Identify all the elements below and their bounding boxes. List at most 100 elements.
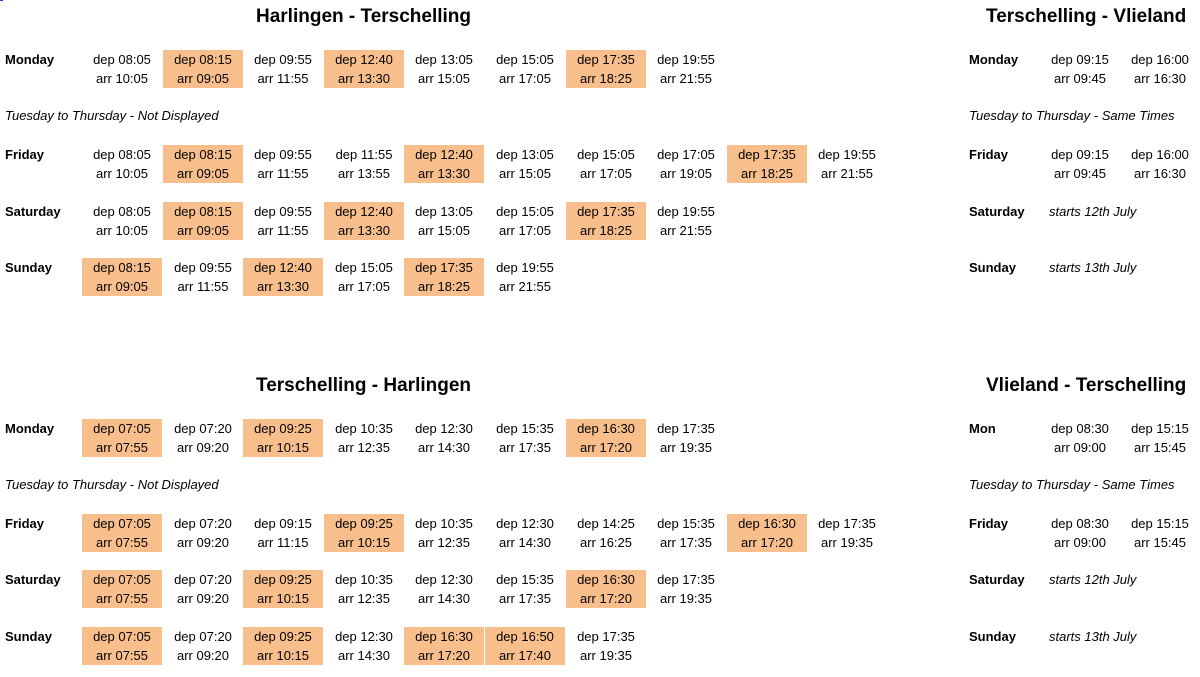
schedule-note: Tuesday to Thursday - Not Displayed bbox=[5, 108, 219, 123]
sailing-cell-highlighted: dep 12:40 arr 13:30 bbox=[243, 258, 323, 296]
day-label: Sunday bbox=[969, 629, 1016, 644]
departure-time: dep 09:25 bbox=[335, 516, 393, 531]
schedule-note: Tuesday to Thursday - Same Times bbox=[969, 108, 1175, 123]
day-label: Sunday bbox=[5, 629, 52, 644]
departure-time: dep 17:35 bbox=[738, 147, 796, 162]
departure-time: dep 09:25 bbox=[254, 421, 312, 436]
arrival-time: arr 18:25 bbox=[579, 223, 633, 238]
sailing-cell-highlighted: dep 08:15 arr 09:05 bbox=[163, 202, 243, 240]
departure-time: dep 07:05 bbox=[93, 572, 151, 587]
departure-time: dep 10:35 bbox=[415, 516, 473, 531]
sailing-cell: dep 13:05 arr 15:05 bbox=[404, 50, 484, 88]
day-label: Friday bbox=[5, 147, 45, 162]
arrival-time: arr 12:35 bbox=[337, 591, 391, 606]
day-label: Monday bbox=[5, 52, 55, 67]
sailing-cell: dep 08:05 arr 10:05 bbox=[82, 202, 162, 240]
departure-time: dep 16:00 bbox=[1131, 147, 1189, 162]
arrival-time: arr 17:20 bbox=[417, 648, 471, 663]
sailing-cell-highlighted: dep 08:15 arr 09:05 bbox=[163, 145, 243, 183]
arrival-time: arr 10:15 bbox=[256, 648, 310, 663]
departure-time: dep 17:35 bbox=[577, 52, 635, 67]
arrival-time: arr 11:55 bbox=[257, 71, 309, 86]
sailing-cell-highlighted: dep 12:40 arr 13:30 bbox=[324, 50, 404, 88]
day-label: Friday bbox=[969, 516, 1009, 531]
arrival-time: arr 13:30 bbox=[337, 71, 391, 86]
arrival-time: arr 17:20 bbox=[740, 535, 794, 550]
departure-time: dep 09:15 bbox=[1051, 52, 1109, 67]
departure-time: dep 09:15 bbox=[1051, 147, 1109, 162]
arrival-time: arr 16:30 bbox=[1133, 71, 1187, 86]
sailing-cell: dep 12:30 arr 14:30 bbox=[485, 514, 565, 552]
sailing-cell-highlighted: dep 16:30 arr 17:20 bbox=[404, 627, 484, 665]
arrival-time: arr 11:15 bbox=[257, 535, 309, 550]
sailing-cell: dep 15:35 arr 17:35 bbox=[646, 514, 726, 552]
arrival-time: arr 13:55 bbox=[337, 166, 391, 181]
arrival-time: arr 10:15 bbox=[337, 535, 391, 550]
departure-time: dep 17:35 bbox=[818, 516, 876, 531]
arrival-time: arr 14:30 bbox=[417, 440, 471, 455]
departure-time: dep 15:05 bbox=[577, 147, 635, 162]
departure-time: dep 09:25 bbox=[254, 572, 312, 587]
departure-time: dep 16:00 bbox=[1131, 52, 1189, 67]
departure-time: dep 19:55 bbox=[496, 260, 554, 275]
sailing-cell: dep 15:15 arr 15:45 bbox=[1120, 514, 1200, 552]
sailing-cell: dep 13:05 arr 15:05 bbox=[404, 202, 484, 240]
arrival-time: arr 17:05 bbox=[337, 279, 391, 294]
arrival-time: arr 17:40 bbox=[498, 648, 552, 663]
arrival-time: arr 09:05 bbox=[176, 223, 230, 238]
departure-time: dep 17:35 bbox=[577, 204, 635, 219]
arrival-time: arr 07:55 bbox=[95, 591, 149, 606]
sailing-cell-highlighted: dep 07:05 arr 07:55 bbox=[82, 570, 162, 608]
departure-time: dep 12:40 bbox=[335, 52, 393, 67]
departure-time: dep 08:15 bbox=[174, 52, 232, 67]
day-label: Friday bbox=[969, 147, 1009, 162]
departure-time: dep 15:15 bbox=[1131, 516, 1189, 531]
departure-time: dep 15:15 bbox=[1131, 421, 1189, 436]
sailing-cell: dep 07:20 arr 09:20 bbox=[163, 419, 243, 457]
arrival-time: arr 15:45 bbox=[1133, 535, 1187, 550]
arrival-time: arr 07:55 bbox=[95, 535, 149, 550]
arrival-time: arr 09:20 bbox=[176, 440, 230, 455]
departure-time: dep 13:05 bbox=[415, 52, 473, 67]
sailing-cell: dep 19:55 arr 21:55 bbox=[807, 145, 887, 183]
sailing-cell: dep 19:55 arr 21:55 bbox=[646, 50, 726, 88]
arrival-time: arr 13:30 bbox=[337, 223, 391, 238]
schedule-note: Tuesday to Thursday - Same Times bbox=[969, 477, 1175, 492]
section-title: Harlingen - Terschelling bbox=[256, 6, 472, 27]
departure-time: dep 15:35 bbox=[496, 421, 554, 436]
arrival-time: arr 18:25 bbox=[740, 166, 794, 181]
sailing-cell-highlighted: dep 12:40 arr 13:30 bbox=[324, 202, 404, 240]
sailing-cell: dep 09:55 arr 11:55 bbox=[243, 50, 323, 88]
corner-mark bbox=[0, 0, 3, 1]
departure-time: dep 17:35 bbox=[415, 260, 473, 275]
departure-time: dep 19:55 bbox=[818, 147, 876, 162]
departure-time: dep 09:25 bbox=[254, 629, 312, 644]
arrival-time: arr 17:35 bbox=[659, 535, 713, 550]
day-label: Sunday bbox=[969, 260, 1016, 275]
departure-time: dep 07:20 bbox=[174, 516, 232, 531]
arrival-time: arr 21:55 bbox=[820, 166, 874, 181]
departure-time: dep 15:05 bbox=[335, 260, 393, 275]
arrival-time: arr 19:35 bbox=[820, 535, 874, 550]
service-start-note: starts 12th July bbox=[1049, 572, 1137, 587]
departure-time: dep 16:30 bbox=[415, 629, 473, 644]
sailing-cell: dep 07:20 arr 09:20 bbox=[163, 627, 243, 665]
departure-time: dep 12:40 bbox=[335, 204, 393, 219]
sailing-cell: dep 16:00 arr 16:30 bbox=[1120, 145, 1200, 183]
sailing-cell: dep 15:35 arr 17:35 bbox=[485, 419, 565, 457]
arrival-time: arr 09:20 bbox=[176, 591, 230, 606]
departure-time: dep 12:30 bbox=[415, 572, 473, 587]
sailing-cell: dep 19:55 arr 21:55 bbox=[646, 202, 726, 240]
departure-time: dep 09:15 bbox=[254, 516, 312, 531]
sailing-cell: dep 17:35 arr 19:35 bbox=[807, 514, 887, 552]
departure-time: dep 12:40 bbox=[415, 147, 473, 162]
sailing-cell: dep 14:25 arr 16:25 bbox=[566, 514, 646, 552]
departure-time: dep 13:05 bbox=[496, 147, 554, 162]
day-label: Sunday bbox=[5, 260, 52, 275]
sailing-cell: dep 09:55 arr 11:55 bbox=[243, 145, 323, 183]
arrival-time: arr 16:30 bbox=[1133, 166, 1187, 181]
sailing-cell: dep 07:20 arr 09:20 bbox=[163, 514, 243, 552]
arrival-time: arr 09:45 bbox=[1053, 71, 1107, 86]
arrival-time: arr 17:20 bbox=[579, 440, 633, 455]
sailing-cell: dep 17:05 arr 19:05 bbox=[646, 145, 726, 183]
